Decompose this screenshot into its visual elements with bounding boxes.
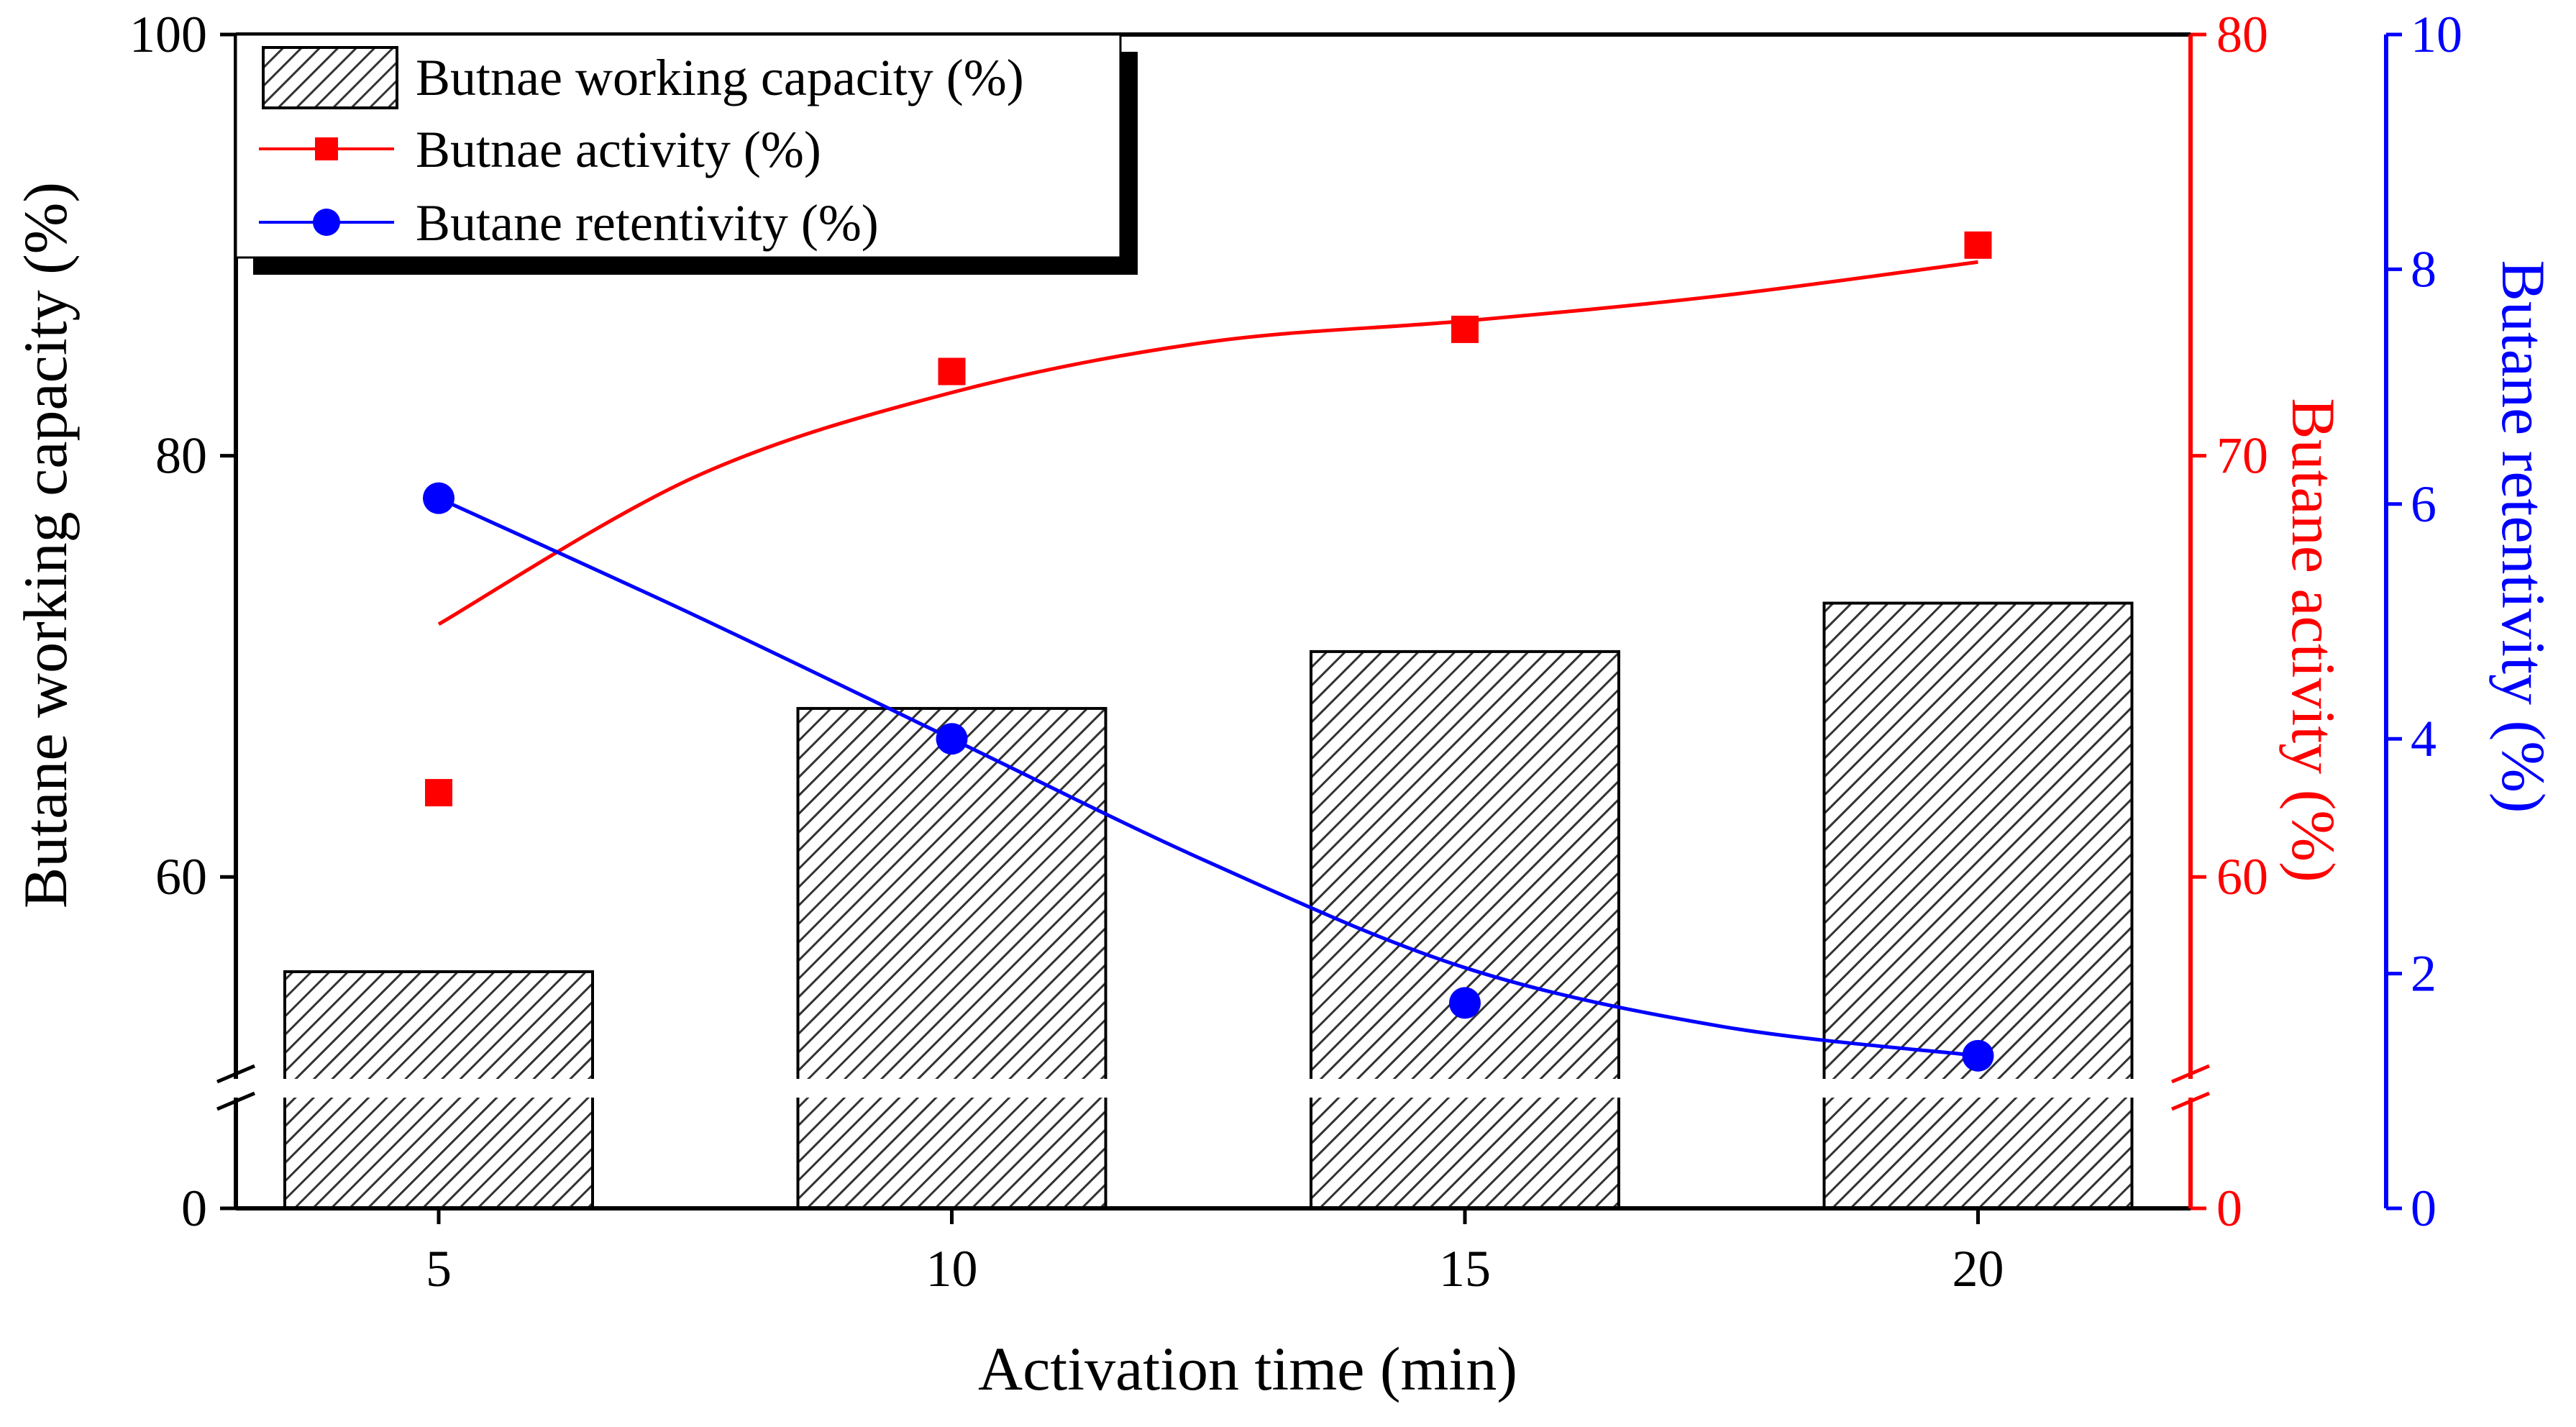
retentivity-tick-label: 8: [2411, 240, 2436, 298]
bar-capacity: [796, 706, 1107, 1210]
y-axis-title-activity: Butane activity (%): [2279, 398, 2348, 882]
break-band: [214, 1079, 2212, 1098]
axis-break-mark: [2171, 1091, 2210, 1111]
ticks-layer: 5 10 15 20 0 60 80 100 0 60 70 80 0 2 4 6 8 10: [129, 6, 2462, 1298]
activity-tick-label: 60: [2216, 848, 2268, 906]
axis-break-mark: [216, 1091, 255, 1111]
x-axis-title: Activation time (min): [978, 1334, 1517, 1403]
retentivity-tick-label: 0: [2411, 1180, 2436, 1237]
left-tick-label: 60: [155, 848, 207, 906]
bars-layer: [283, 601, 2134, 1210]
activity-tick-label: 0: [2216, 1180, 2242, 1237]
markers-layer: [423, 231, 1994, 1072]
left-tick-label: 100: [129, 6, 207, 63]
axis-break-mark: [2171, 1064, 2210, 1084]
activity-tick-label: 80: [2216, 6, 2268, 63]
legend: Butnae working capacity (%) Butnae activ…: [234, 33, 1138, 275]
activity-point: [938, 357, 966, 386]
legend-label-activity: Butnae activity (%): [416, 121, 821, 178]
axis-break-gap: [214, 1079, 2212, 1098]
legend-label-retentivity: Butane retentivity (%): [416, 194, 879, 252]
legend-label-capacity: Butnae working capacity (%): [416, 49, 1024, 106]
legend-retentivity-marker: [313, 209, 340, 236]
activity-tick-label: 70: [2216, 427, 2268, 485]
retentivity-point: [1449, 987, 1481, 1019]
x-tick-label: 5: [426, 1240, 452, 1298]
retentivity-fit-line: [437, 496, 1978, 1058]
retentivity-point: [936, 723, 968, 755]
x-tick-label: 20: [1952, 1240, 2004, 1298]
axis-break-mark: [216, 1064, 255, 1084]
curves-layer: [437, 260, 1978, 1058]
activity-fit-line: [437, 260, 1978, 626]
legend-activity-marker: [315, 137, 338, 160]
bar-capacity: [1822, 601, 2134, 1210]
left-tick-label: 80: [155, 427, 207, 485]
retentivity-tick-label: 10: [2411, 6, 2462, 63]
x-tick-label: 10: [926, 1240, 978, 1298]
left-tick-label: 0: [181, 1180, 207, 1237]
retentivity-tick-label: 4: [2411, 710, 2436, 767]
y-axis-title-left: Butane working capacity (%): [11, 182, 80, 908]
retentivity-point: [423, 482, 455, 514]
activity-point: [1451, 315, 1479, 343]
y-axis-title-retentivity: Butane retentivity (%): [2489, 260, 2558, 813]
retentivity-tick-label: 6: [2411, 475, 2436, 533]
retentivity-tick-label: 2: [2411, 945, 2436, 1003]
activity-point: [1964, 231, 1992, 259]
bar-capacity: [1310, 649, 1620, 1210]
activity-point: [425, 779, 452, 807]
x-tick-label: 15: [1439, 1240, 1491, 1298]
retentivity-point: [1962, 1039, 1994, 1072]
legend-bar-swatch: [262, 46, 398, 109]
